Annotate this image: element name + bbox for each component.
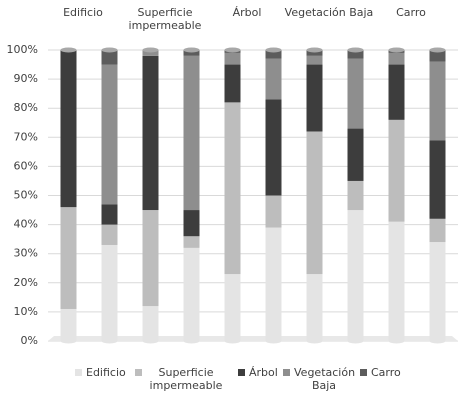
bar-segment [183, 210, 200, 237]
bar-segment [429, 218, 446, 243]
bar-base [142, 338, 159, 344]
bar-segment [388, 221, 405, 341]
bar-segment [101, 64, 118, 205]
group-label: Edificio [63, 6, 103, 19]
legend-swatch [135, 369, 142, 376]
y-tick-label: 70% [14, 130, 38, 143]
bar-segment [142, 50, 159, 56]
bar-segment [306, 64, 323, 132]
bar-segment [265, 227, 282, 341]
bar-segment [265, 58, 282, 100]
bar-segment [347, 210, 364, 341]
bar-segment [183, 50, 200, 56]
y-tick-label: 20% [14, 276, 38, 289]
bar-segment [388, 64, 405, 120]
bar-segment [60, 308, 77, 341]
bar-segment [101, 204, 118, 225]
bar-base [347, 338, 364, 344]
bar-base [183, 338, 200, 344]
bar-segment [388, 119, 405, 222]
bar-segment [142, 55, 159, 211]
bar-base [388, 338, 405, 344]
bar-segment [183, 55, 200, 211]
bar-top [183, 47, 200, 53]
y-tick-label: 40% [14, 218, 38, 231]
y-tick-label: 90% [14, 72, 38, 85]
group-label: Superficie impermeable [128, 6, 202, 32]
bar-top [142, 47, 159, 53]
bar-segment [429, 242, 446, 341]
legend-swatch [283, 369, 290, 376]
legend-swatch [238, 369, 245, 376]
bar-segment [142, 210, 159, 307]
bar-segment [60, 50, 77, 208]
legend-swatch [360, 369, 367, 376]
bar-segment [429, 61, 446, 141]
bar-segment [347, 180, 364, 211]
bar-segment [183, 247, 200, 341]
y-tick-label: 10% [14, 305, 38, 318]
y-tick-label: 50% [14, 189, 38, 202]
bar-top [429, 47, 446, 53]
y-tick-label: 0% [21, 334, 38, 347]
bar-segment [306, 274, 323, 341]
bar-segment [142, 306, 159, 341]
bar-base [101, 338, 118, 344]
bar-segment [265, 99, 282, 196]
legend-label: Árbol [249, 366, 278, 379]
bar-segment [101, 244, 118, 341]
group-label: Árbol [232, 6, 262, 19]
y-tick-label: 100% [7, 43, 38, 56]
bar-top [306, 47, 323, 53]
bar-base [306, 338, 323, 344]
bar-base [60, 338, 77, 344]
bar-segment [265, 195, 282, 228]
bar-segment [224, 102, 241, 275]
bar-segment [224, 274, 241, 341]
bar-top [101, 47, 118, 53]
bar-base [429, 338, 446, 344]
bar-base [265, 338, 282, 344]
bar-segment [183, 236, 200, 248]
legend-swatch [75, 369, 82, 376]
group-label: Carro [396, 6, 426, 19]
bar-segment [60, 207, 77, 309]
bar-segment [429, 50, 446, 62]
bar-segment [429, 140, 446, 219]
bar-top [265, 47, 282, 53]
legend-label: Carro [371, 366, 401, 379]
bar-segment [101, 224, 118, 245]
group-label: Vegetación Baja [284, 6, 374, 19]
bar-top [347, 47, 364, 53]
bar-segment [101, 50, 118, 65]
y-tick-label: 80% [14, 101, 38, 114]
bar-segment [347, 128, 364, 181]
legend-label: Superficie impermeable [149, 366, 223, 392]
bar-segment [224, 52, 241, 65]
bar-base [224, 338, 241, 344]
bar-segment [388, 52, 405, 65]
legend-label: Vegetación Baja [294, 366, 356, 392]
bar-top [224, 47, 241, 53]
bar-segment [347, 58, 364, 129]
bar-segment [347, 50, 364, 59]
bar-segment [306, 55, 323, 65]
bar-top [60, 47, 77, 53]
y-tick-label: 60% [14, 159, 38, 172]
y-tick-label: 30% [14, 247, 38, 260]
bar-segment [306, 50, 323, 56]
bar-segment [306, 131, 323, 275]
bar-segment [265, 50, 282, 59]
bar-top [388, 47, 405, 53]
legend-label: Edificio [86, 366, 126, 379]
bar-segment [224, 64, 241, 103]
